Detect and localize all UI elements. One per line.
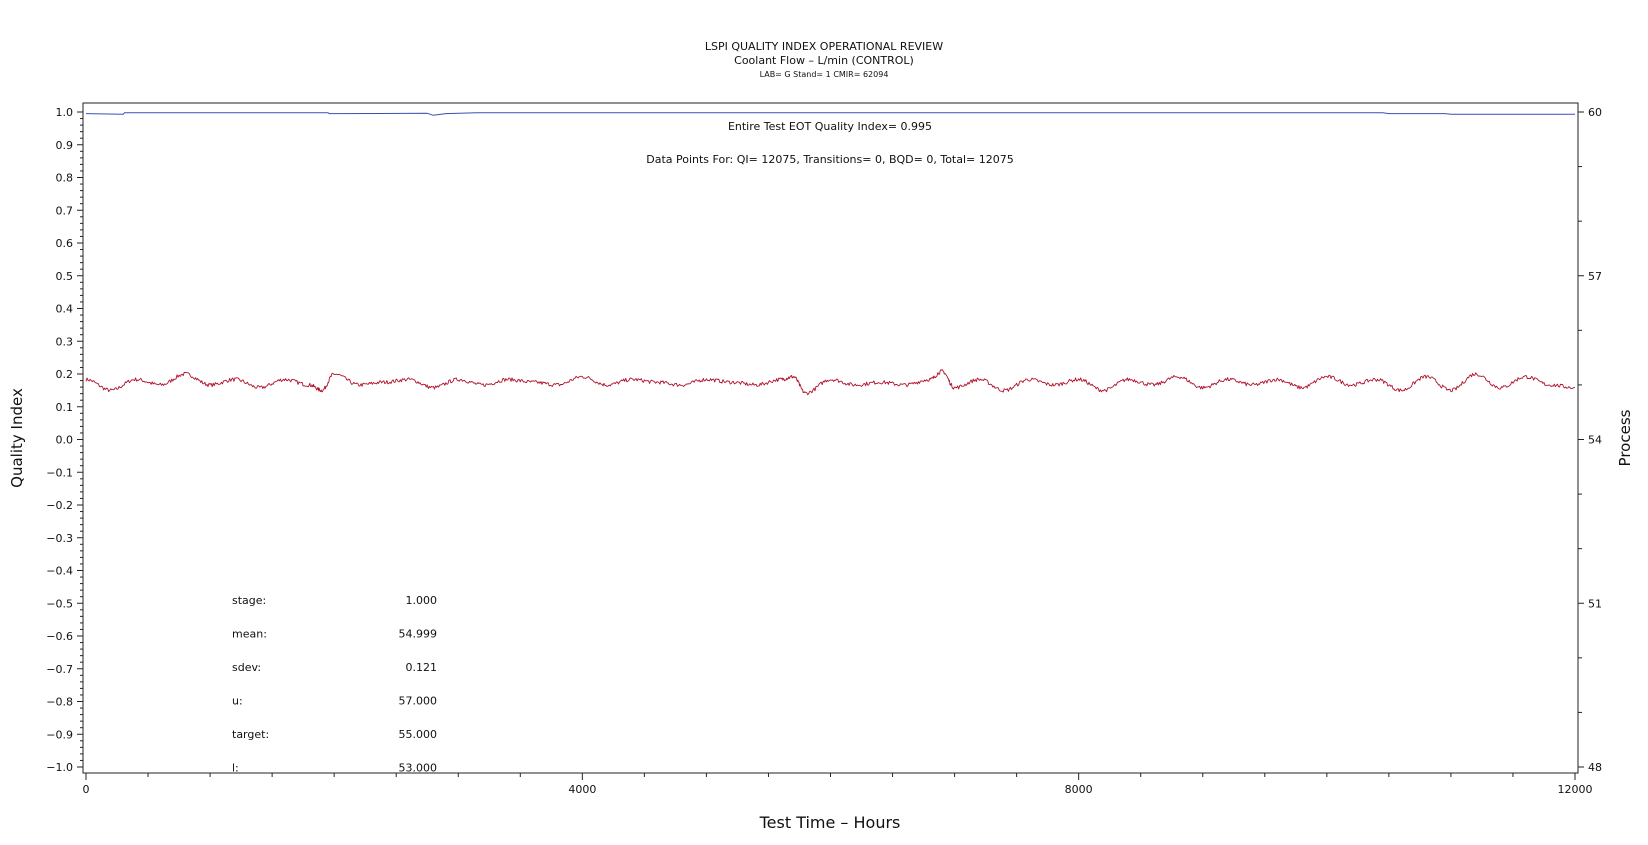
- stat-label: u:: [232, 695, 243, 708]
- stat-value: 1.000: [406, 594, 438, 607]
- y-left-tick-label: −0.2: [46, 499, 73, 512]
- y-left-tick-label: 0.3: [56, 335, 74, 348]
- stat-label: sdev:: [232, 661, 261, 674]
- y-left-tick-label: −0.1: [46, 466, 73, 479]
- right-axis: 60 57 54 51 48: [1578, 106, 1602, 774]
- y-left-tick-label: 0.9: [56, 139, 74, 152]
- series-process-line: [85, 369, 1576, 396]
- stat-value: 54.999: [399, 628, 438, 641]
- stat-value: 57.000: [399, 695, 438, 708]
- y-right-axis-label: Process: [1616, 409, 1634, 466]
- y-right-tick-label: 57: [1588, 270, 1602, 283]
- y-right-tick-label: 60: [1588, 106, 1602, 119]
- y-left-tick-label: −0.6: [46, 630, 73, 643]
- y-left-tick-label: 0.7: [56, 204, 74, 217]
- stat-value: 55.000: [399, 728, 438, 741]
- x-axis-label: Test Time – Hours: [759, 813, 901, 832]
- y-left-tick-label: 0.8: [56, 172, 74, 185]
- stat-label: stage:: [232, 594, 266, 607]
- y-left-tick-label: −0.7: [46, 663, 73, 676]
- series-layer: [85, 112, 1576, 396]
- stats-block: stage: 1.000 mean: 54.999 sdev: 0.121 u: 57.000…: [232, 594, 437, 775]
- y-left-tick-label: 0.1: [56, 401, 74, 414]
- chart-subtitle: Coolant Flow – L/min (CONTROL): [734, 54, 914, 67]
- chart-title: LSPI QUALITY INDEX OPERATIONAL REVIEW: [705, 40, 943, 53]
- y-left-tick-label: 0.6: [56, 237, 74, 250]
- y-left-tick-label: −0.4: [46, 565, 73, 578]
- y-right-tick-label: 51: [1588, 597, 1602, 610]
- plot-frame: [82, 102, 1579, 774]
- y-left-tick-label: −0.3: [46, 532, 73, 545]
- x-tick-label: 4000: [568, 783, 596, 796]
- stat-value: 53.000: [399, 762, 438, 775]
- stat-label: mean:: [232, 628, 267, 641]
- y-left-tick-label: −1.0: [46, 761, 73, 774]
- y-left-axis-label: Quality Index: [8, 388, 26, 488]
- stat-label: target:: [232, 728, 269, 741]
- y-left-tick-label: 0.5: [56, 270, 74, 283]
- chart-subtitle-2: LAB= G Stand= 1 CMIR= 62094: [760, 70, 889, 79]
- left-axis: 1.0 0.9 0.8 0.7 0.6 0.5 0.4 0.3 0.2 0.1 0.0 −0.1 −0.…: [46, 106, 83, 774]
- y-left-tick-label: 0.2: [56, 368, 74, 381]
- y-left-tick-label: 1.0: [56, 106, 74, 119]
- series-quality-index-line: [85, 112, 1575, 116]
- y-left-tick-label: 0.4: [56, 303, 74, 316]
- x-tick-label: 0: [83, 783, 90, 796]
- y-right-tick-label: 48: [1588, 761, 1602, 774]
- data-points-annotation: Data Points For: QI= 12075, Transitions=…: [646, 153, 1014, 166]
- stat-label: l:: [232, 762, 239, 775]
- y-right-tick-label: 54: [1588, 434, 1602, 447]
- y-left-tick-label: −0.9: [46, 728, 73, 741]
- x-tick-label: 12000: [1558, 783, 1593, 796]
- x-tick-label: 8000: [1065, 783, 1093, 796]
- x-axis: 0 4000 8000 12000: [83, 773, 1593, 796]
- eot-quality-index-annotation: Entire Test EOT Quality Index= 0.995: [728, 120, 932, 133]
- y-left-tick-label: −0.5: [46, 597, 73, 610]
- y-left-tick-label: −0.8: [46, 696, 73, 709]
- stat-value: 0.121: [406, 661, 438, 674]
- y-left-tick-label: 0.0: [56, 434, 74, 447]
